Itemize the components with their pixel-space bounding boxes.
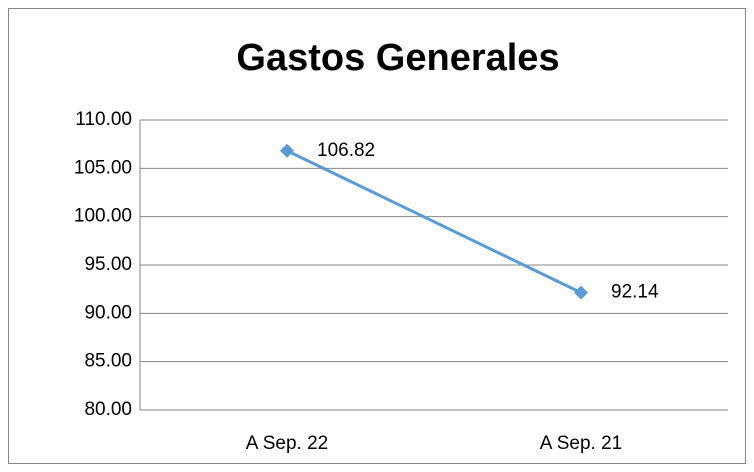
y-tick-label: 85.00 (84, 351, 132, 372)
data-label: 92.14 (611, 282, 659, 303)
y-tick-label: 110.00 (75, 109, 132, 130)
chart-border (8, 8, 746, 464)
y-tick-label: 95.00 (84, 254, 132, 275)
x-tick-label: A Sep. 21 (540, 433, 622, 454)
chart-title: Gastos Generales (236, 37, 559, 79)
line (286, 149, 582, 294)
marker (280, 143, 294, 158)
y-tick-label: 105.00 (74, 157, 132, 178)
x-tick-label: A Sep. 22 (246, 433, 328, 454)
y-tick-label: 100.00 (74, 206, 132, 227)
marker (574, 285, 588, 300)
data-label: 106.82 (317, 140, 375, 161)
y-tick-label: 80.00 (84, 399, 132, 420)
y-tick-label: 90.00 (84, 302, 132, 323)
